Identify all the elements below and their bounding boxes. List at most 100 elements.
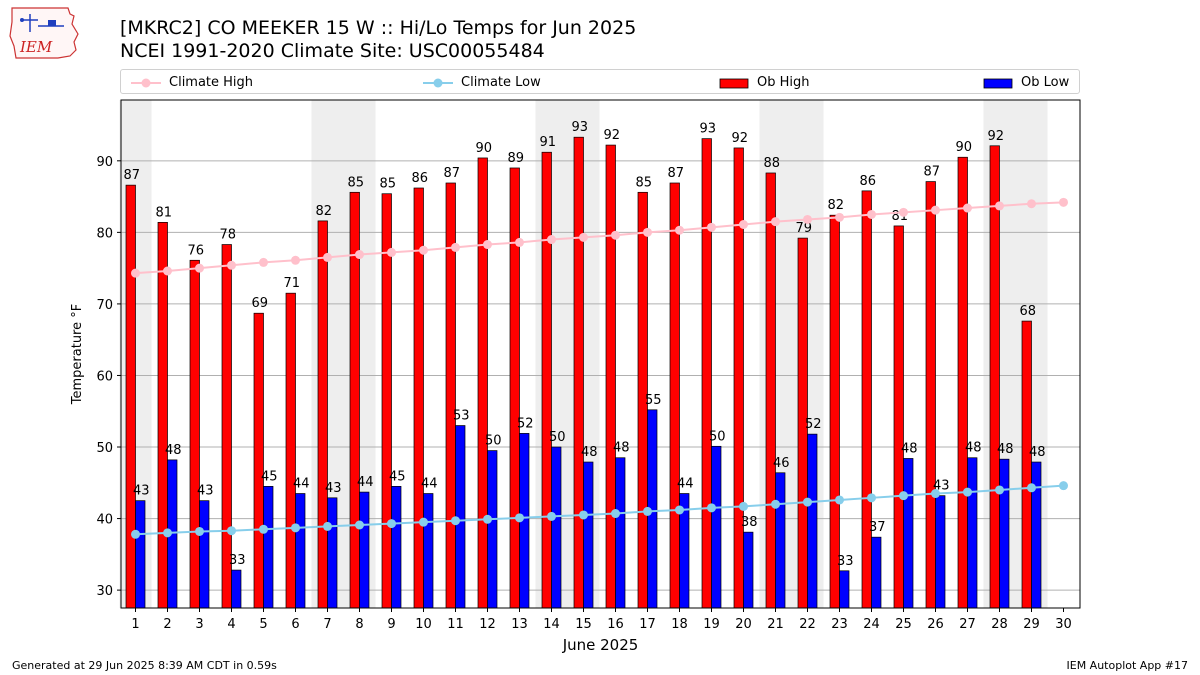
point-climate-low <box>835 495 844 505</box>
y-tick-label: 30 <box>96 584 113 599</box>
bar-label-ob-high: 82 <box>827 198 844 213</box>
generated-timestamp: Generated at 29 Jun 2025 8:39 AM CDT in … <box>12 659 277 672</box>
bar-label-ob-low: 44 <box>357 475 374 490</box>
bar-label-ob-low: 48 <box>613 441 630 456</box>
bar-ob-high <box>189 259 200 609</box>
bar-ob-high <box>541 151 552 609</box>
bar-ob-low <box>391 486 402 609</box>
x-tick-label: 17 <box>639 617 656 632</box>
logo-text: IEM <box>19 38 53 56</box>
bar-label-ob-high: 88 <box>763 156 780 171</box>
bar-ob-low <box>999 458 1010 609</box>
point-climate-high <box>963 203 972 213</box>
x-tick-label: 4 <box>227 617 235 632</box>
bar-ob-high <box>957 156 968 609</box>
legend-line-marker-icon <box>423 78 453 87</box>
point-climate-low <box>419 517 428 527</box>
point-climate-low <box>259 524 268 534</box>
bar-ob-high <box>253 312 264 609</box>
bar-label-ob-high: 82 <box>315 204 332 219</box>
bar-label-ob-high: 90 <box>475 141 492 156</box>
bar-label-ob-low: 44 <box>677 477 694 492</box>
point-climate-high <box>835 212 844 222</box>
bar-label-ob-low: 43 <box>197 484 214 499</box>
bar-ob-high <box>1021 320 1032 609</box>
bar-label-ob-low: 48 <box>165 443 182 458</box>
x-tick-label: 8 <box>355 617 363 632</box>
point-climate-high <box>771 217 780 227</box>
legend-item-climate-low: Climate Low <box>423 70 541 95</box>
chart-title: [MKRC2] CO MEEKER 15 W :: Hi/Lo Temps fo… <box>120 17 637 39</box>
point-climate-low <box>707 503 716 513</box>
bar-label-ob-high: 68 <box>1019 304 1036 319</box>
point-climate-high <box>419 245 428 255</box>
x-tick-label: 26 <box>927 617 944 632</box>
point-climate-high <box>899 207 908 217</box>
bar-label-ob-low: 44 <box>293 477 310 492</box>
bar-ob-low <box>871 536 882 609</box>
bar-ob-low <box>743 531 754 609</box>
x-tick-label: 30 <box>1055 617 1072 632</box>
point-climate-high <box>451 242 460 252</box>
x-tick-label: 27 <box>959 617 976 632</box>
point-climate-low <box>515 513 524 523</box>
point-climate-high <box>867 209 876 219</box>
point-climate-high <box>675 225 684 235</box>
legend-bar-swatch-icon <box>983 78 1013 88</box>
bar-ob-high <box>861 190 872 609</box>
bar-ob-high <box>829 214 840 609</box>
legend-label: Ob High <box>757 75 810 90</box>
bar-ob-high <box>765 172 776 609</box>
x-tick-label: 16 <box>607 617 624 632</box>
bar-ob-high <box>573 136 584 609</box>
plot-frame <box>120 99 1081 609</box>
bar-label-ob-low: 43 <box>133 484 150 499</box>
x-tick-label: 2 <box>163 617 171 632</box>
bar-label-ob-low: 48 <box>1029 445 1046 460</box>
point-climate-low <box>451 516 460 526</box>
legend-label: Climate Low <box>461 75 541 90</box>
point-climate-high <box>579 232 588 242</box>
bar-ob-high <box>477 157 488 609</box>
point-climate-low <box>771 499 780 509</box>
bar-label-ob-high: 87 <box>123 168 140 183</box>
bar-ob-low <box>327 497 338 609</box>
x-tick-label: 1 <box>131 617 139 632</box>
bar-label-ob-high: 85 <box>347 175 364 190</box>
x-tick-label: 5 <box>259 617 267 632</box>
x-tick-label: 11 <box>447 617 464 632</box>
x-tick-label: 19 <box>703 617 720 632</box>
bar-label-ob-low: 44 <box>421 477 438 492</box>
bar-ob-low <box>551 446 562 609</box>
point-climate-high <box>643 227 652 237</box>
point-climate-high <box>259 257 268 267</box>
bar-label-ob-low: 45 <box>389 469 406 484</box>
bar-label-ob-low: 43 <box>325 481 342 496</box>
point-climate-high <box>803 214 812 224</box>
bar-ob-high <box>285 292 296 609</box>
point-climate-low <box>323 521 332 531</box>
bar-label-ob-low: 53 <box>453 409 470 424</box>
point-climate-low <box>579 510 588 520</box>
bar-ob-low <box>199 500 210 609</box>
point-climate-low <box>227 526 236 536</box>
legend-label: Ob Low <box>1021 75 1070 90</box>
x-tick-label: 12 <box>479 617 496 632</box>
legend: Climate High Climate Low Ob High Ob Low <box>120 69 1080 94</box>
bar-ob-low <box>807 433 818 609</box>
point-climate-high <box>707 222 716 232</box>
chart-subtitle: NCEI 1991-2020 Climate Site: USC00055484 <box>120 40 545 62</box>
point-climate-high <box>931 205 940 215</box>
bar-ob-high <box>989 145 1000 609</box>
point-climate-low <box>611 509 620 519</box>
y-tick-label: 90 <box>96 155 113 170</box>
bar-ob-low <box>839 570 850 609</box>
y-tick-label: 80 <box>96 226 113 241</box>
x-tick-label: 6 <box>291 617 299 632</box>
bar-label-ob-low: 33 <box>837 554 854 569</box>
bar-label-ob-high: 93 <box>699 122 716 137</box>
point-climate-low <box>131 529 140 539</box>
bar-label-ob-low: 37 <box>869 520 886 535</box>
bar-ob-high <box>733 147 744 609</box>
bar-label-ob-low: 50 <box>549 430 566 445</box>
